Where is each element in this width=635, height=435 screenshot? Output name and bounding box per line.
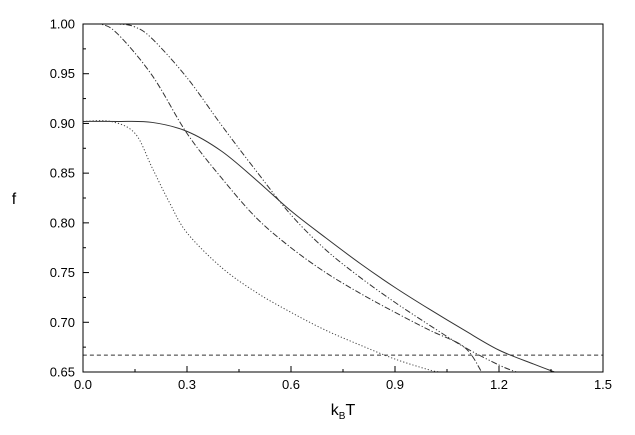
- plot-lines: [83, 24, 603, 372]
- plot-frame: [82, 23, 604, 373]
- y-tick-label: 0.65: [50, 365, 75, 380]
- y-tick-label: 0.75: [50, 265, 75, 280]
- x-tick-label: 0.0: [74, 377, 92, 392]
- y-tick-label: 0.80: [50, 215, 75, 230]
- y-axis-ticks: 0.65 0.70 0.75 0.80 0.85 0.90 0.95 1.00: [50, 17, 89, 380]
- y-tick-label: 0.95: [50, 66, 75, 81]
- series-line-2-dash-dot-dot: [83, 24, 517, 372]
- x-tick-label: 1.5: [594, 377, 612, 392]
- x-tick-label: 0.9: [386, 377, 404, 392]
- y-tick-label: 0.90: [50, 116, 75, 131]
- y-tick-label: 1.00: [50, 17, 75, 32]
- x-axis-ticks: 0.0 0.3 0.6 0.9 1.2 1.5: [74, 366, 612, 392]
- x-axis-title-k: k: [331, 402, 340, 419]
- y-tick-label: 0.85: [50, 166, 75, 181]
- x-tick-label: 0.6: [282, 377, 300, 392]
- x-axis-title-t: T: [345, 402, 355, 419]
- x-axis-title-subscript: B: [339, 411, 346, 422]
- x-tick-label: 1.2: [490, 377, 508, 392]
- x-axis-title: kBT: [331, 402, 356, 422]
- series-line-4-dotted: [83, 120, 441, 372]
- y-axis-title: f: [12, 191, 17, 208]
- y-tick-label: 0.70: [50, 315, 75, 330]
- series-line-1-solid: [83, 120, 555, 372]
- series-line-3-dash-dot: [83, 24, 483, 372]
- x-tick-label: 0.3: [178, 377, 196, 392]
